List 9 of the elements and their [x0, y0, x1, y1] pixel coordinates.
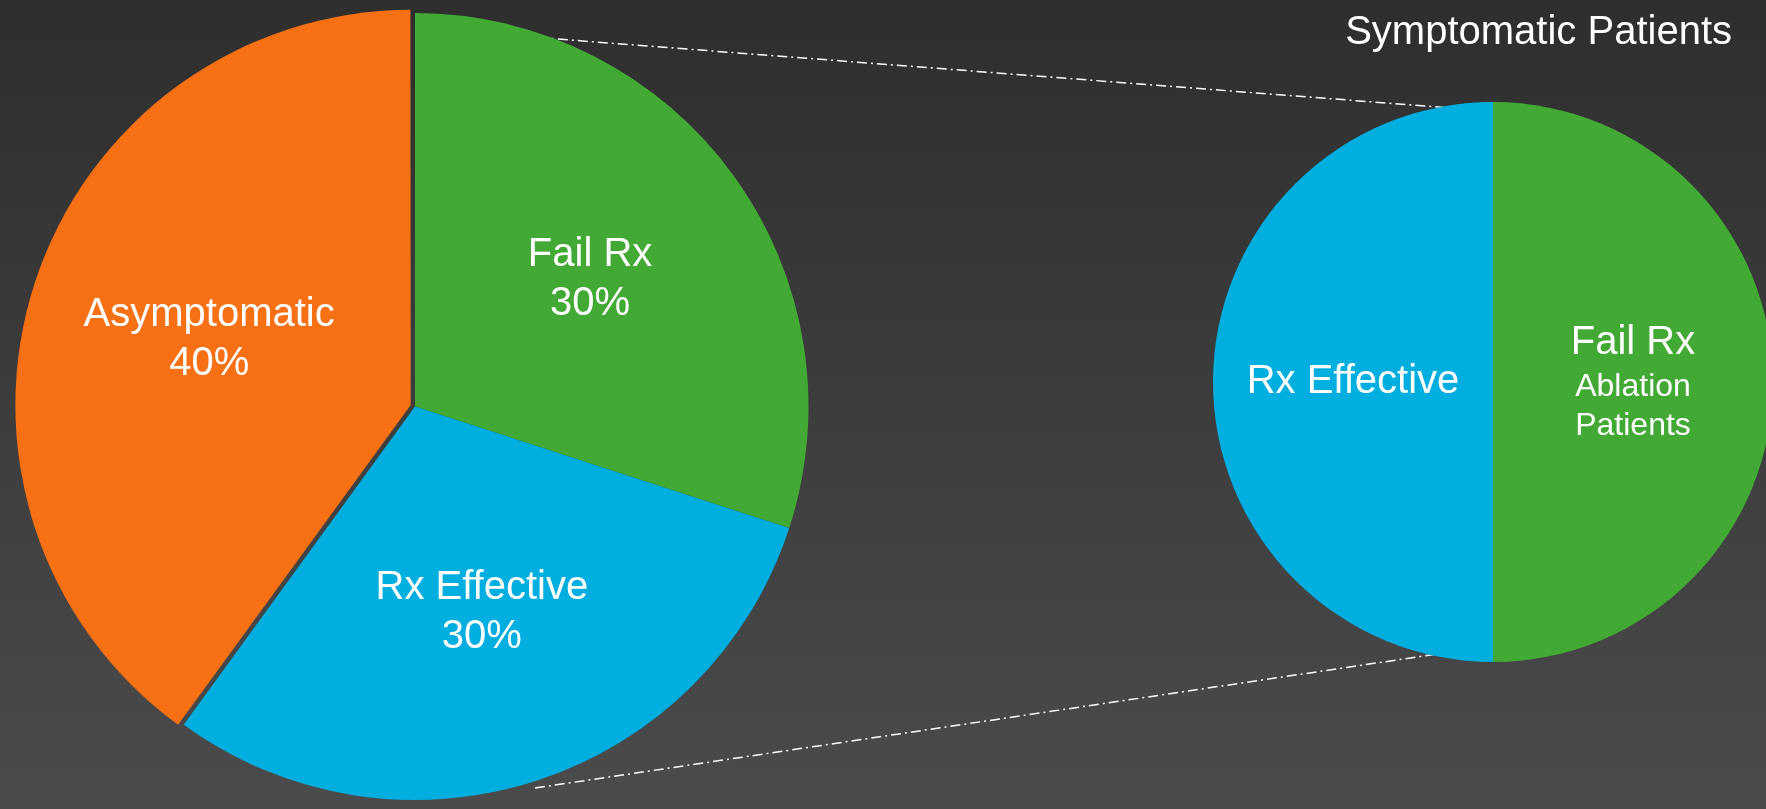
data-label: 40% [169, 339, 250, 384]
slice-label: Rx Effective [1246, 357, 1460, 402]
slice-label: Fail Rx [527, 229, 653, 274]
slice-label: Rx Effective [375, 562, 589, 607]
data-label: 30% [441, 611, 522, 656]
chart-title: Symptomatic Patients [1345, 8, 1732, 53]
data-label: 30% [550, 278, 631, 323]
slice-label: Fail Rx Ablation Patients [1570, 317, 1696, 442]
slice-label: Asymptomatic [83, 290, 335, 335]
